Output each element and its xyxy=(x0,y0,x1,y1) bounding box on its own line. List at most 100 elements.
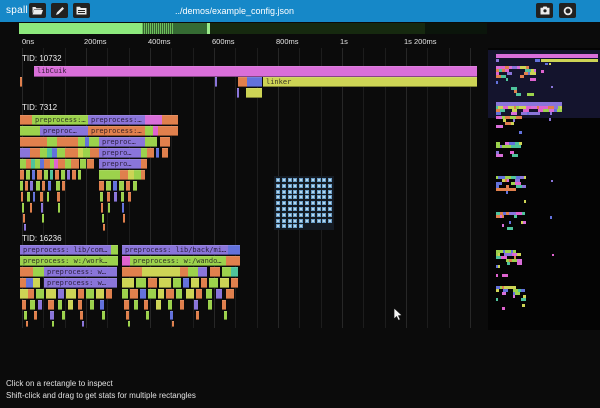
flame-rect[interactable] xyxy=(122,267,142,277)
flame-rect[interactable] xyxy=(216,289,222,299)
flame-rect[interactable] xyxy=(222,267,231,277)
flame-rect[interactable] xyxy=(83,148,90,158)
flame-rect[interactable] xyxy=(67,170,70,180)
flame-rect[interactable] xyxy=(78,289,84,299)
flame-rect[interactable] xyxy=(173,278,181,288)
flame-rect[interactable] xyxy=(170,311,173,320)
flame-rect[interactable] xyxy=(80,159,86,169)
flame-rect[interactable] xyxy=(162,148,168,158)
open-file-button[interactable] xyxy=(29,3,46,18)
flame-rect[interactable] xyxy=(24,311,27,320)
flame-rect[interactable] xyxy=(21,192,23,202)
flame-rect[interactable] xyxy=(180,300,184,310)
flame-rect[interactable] xyxy=(130,289,138,299)
flame-rect[interactable] xyxy=(87,159,94,169)
flame-rect[interactable] xyxy=(65,159,71,169)
flame-rect[interactable] xyxy=(20,159,26,169)
flame-rect[interactable] xyxy=(156,148,159,158)
flame-rect[interactable]: preprocess:… xyxy=(32,115,88,125)
flame-rect[interactable] xyxy=(90,300,94,310)
flame-rect[interactable] xyxy=(102,214,104,223)
flame-rect[interactable] xyxy=(20,170,24,180)
flame-rect[interactable] xyxy=(215,77,217,87)
flame-rect[interactable] xyxy=(80,311,83,320)
flame-rect[interactable] xyxy=(172,321,174,327)
flame-rect[interactable] xyxy=(162,115,178,125)
flame-rect[interactable] xyxy=(246,88,262,98)
flame-rect[interactable] xyxy=(168,300,172,310)
flame-rect[interactable] xyxy=(68,300,73,310)
flame-rect[interactable] xyxy=(89,137,99,147)
flame-rect[interactable] xyxy=(56,181,60,191)
flame-rect[interactable] xyxy=(144,300,148,310)
trace-minimap[interactable] xyxy=(488,48,600,330)
flame-rect[interactable] xyxy=(36,181,40,191)
flame-rect[interactable]: preprocess: lib/com… xyxy=(20,245,111,255)
flame-rect[interactable] xyxy=(30,181,33,191)
flame-rect[interactable] xyxy=(206,289,212,299)
flame-rect[interactable] xyxy=(35,159,40,169)
flame-rect[interactable]: preprocess: lib/back/mi… xyxy=(122,245,228,255)
flame-rect[interactable] xyxy=(42,214,44,223)
flame-rect[interactable] xyxy=(100,192,103,202)
flame-rect[interactable] xyxy=(122,203,124,213)
flame-rect[interactable] xyxy=(108,203,110,213)
flame-rect[interactable] xyxy=(158,126,178,136)
flame-rect[interactable] xyxy=(20,267,33,277)
flame-rect[interactable] xyxy=(102,311,105,320)
flame-rect[interactable] xyxy=(226,256,240,266)
flame-rect[interactable] xyxy=(113,181,117,191)
flame-rect[interactable] xyxy=(26,159,31,169)
flame-rect[interactable] xyxy=(122,278,134,288)
flame-rect[interactable] xyxy=(42,181,45,191)
flame-rect[interactable] xyxy=(114,192,117,202)
flame-rect[interactable] xyxy=(237,88,239,98)
flame-rect[interactable] xyxy=(58,159,65,169)
flame-rect[interactable] xyxy=(120,170,128,180)
flame-rect[interactable] xyxy=(58,300,62,310)
flame-rect[interactable]: preprocess:… xyxy=(88,115,145,125)
flame-rect[interactable] xyxy=(47,192,49,202)
flame-rect[interactable] xyxy=(176,289,182,299)
flame-rect[interactable] xyxy=(65,148,78,158)
flame-rect[interactable] xyxy=(145,115,162,125)
flame-rect[interactable] xyxy=(180,267,188,277)
flame-rect[interactable] xyxy=(99,170,120,180)
flame-rect[interactable]: preprocess: w… xyxy=(44,267,117,277)
flame-rect[interactable]: preprocess:… xyxy=(88,126,145,136)
flame-rect[interactable] xyxy=(156,300,161,310)
flame-rect[interactable] xyxy=(208,300,212,310)
flame-rect[interactable] xyxy=(27,192,30,202)
flame-rect[interactable] xyxy=(101,203,103,213)
flame-rect[interactable] xyxy=(141,159,147,169)
flame-rect[interactable] xyxy=(71,159,79,169)
flame-rect[interactable] xyxy=(106,289,112,299)
flame-rect[interactable] xyxy=(20,278,26,288)
flame-rect[interactable]: prepro… xyxy=(99,159,141,169)
flame-rect[interactable] xyxy=(160,137,170,147)
flame-rect[interactable] xyxy=(191,278,199,288)
flame-rect[interactable] xyxy=(140,289,146,299)
flame-rect[interactable] xyxy=(23,214,25,223)
flame-rect[interactable] xyxy=(226,289,234,299)
flame-rect[interactable] xyxy=(47,137,57,147)
flame-rect[interactable] xyxy=(78,137,85,147)
flame-rect[interactable] xyxy=(44,159,50,169)
flame-rect[interactable] xyxy=(26,278,33,288)
flame-rect[interactable] xyxy=(25,181,28,191)
flame-rect[interactable] xyxy=(54,159,58,169)
flame-rect[interactable] xyxy=(50,311,54,320)
flame-rect[interactable] xyxy=(40,148,47,158)
flame-rect[interactable] xyxy=(196,311,199,320)
flame-rect[interactable] xyxy=(136,278,146,288)
flame-rect[interactable] xyxy=(153,126,158,136)
flame-rect[interactable] xyxy=(90,148,99,158)
flame-rect[interactable] xyxy=(72,170,76,180)
flame-rect[interactable] xyxy=(146,311,149,320)
flame-rect[interactable] xyxy=(41,203,43,213)
flame-rect[interactable] xyxy=(52,321,54,327)
flame-rect[interactable] xyxy=(145,126,153,136)
flame-rect[interactable] xyxy=(121,192,124,202)
flame-rect[interactable] xyxy=(22,203,24,213)
flame-rect[interactable] xyxy=(231,267,238,277)
